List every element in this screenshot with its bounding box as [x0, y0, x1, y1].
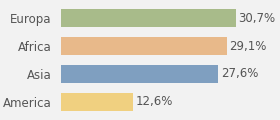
Bar: [61, 9, 236, 27]
Bar: [61, 65, 218, 83]
Text: 29,1%: 29,1%: [230, 40, 267, 53]
Text: 30,7%: 30,7%: [239, 12, 276, 25]
Text: 12,6%: 12,6%: [136, 95, 173, 108]
Text: 27,6%: 27,6%: [221, 67, 258, 80]
Bar: [61, 37, 227, 55]
Bar: [61, 93, 133, 111]
